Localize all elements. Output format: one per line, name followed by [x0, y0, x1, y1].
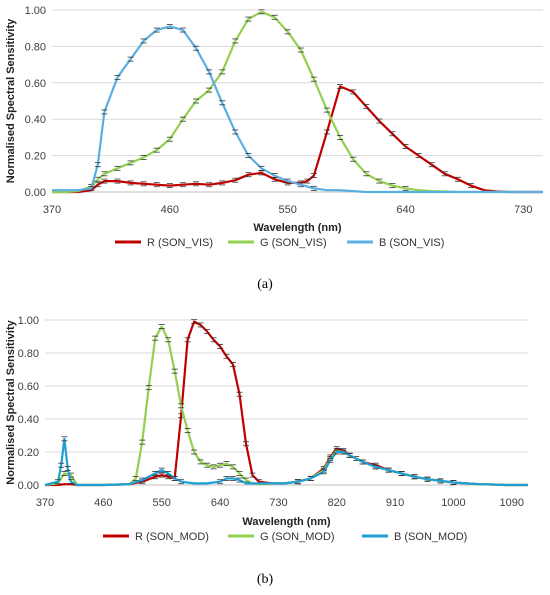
y-axis-title: Normalised Spectral Sensitivity — [5, 319, 17, 484]
y-tick-label: 0.20 — [25, 151, 46, 163]
x-tick-label: 460 — [161, 204, 179, 216]
legend-label: R (SON_MOD) — [135, 531, 209, 543]
legend-label: G (SON_MOD) — [260, 531, 335, 543]
series-line — [45, 320, 528, 487]
legend-label: G (SON_VIS) — [260, 237, 327, 249]
x-axis-title: Wavelength (nm) — [242, 516, 331, 528]
caption-b: (b) — [257, 572, 274, 587]
chart-a: 0.00 0.20 0.40 0.60 0.80 1.00 370 460 550 640 730 W… — [5, 5, 543, 249]
y-axis-title: Normalised Spectral Sensitivity — [5, 18, 17, 183]
x-tick-label: 730 — [269, 497, 287, 509]
y-tick-label: 0.80 — [18, 348, 39, 360]
series-line — [44, 325, 528, 487]
x-tick-label: 370 — [36, 497, 54, 509]
legend-label: B (SON_VIS) — [379, 237, 444, 249]
x-tick-label: 460 — [94, 497, 112, 509]
y-tick-label: 0.40 — [18, 414, 39, 426]
series-line — [44, 437, 528, 487]
x-tick-label: 640 — [211, 497, 229, 509]
y-tick-label: 0.60 — [18, 381, 39, 393]
x-tick-label: 640 — [396, 204, 414, 216]
x-tick-label: 550 — [153, 497, 171, 509]
x-tick-label: 1000 — [441, 497, 465, 509]
caption-a: (a) — [257, 277, 273, 292]
x-axis-title: Wavelength (nm) — [253, 222, 342, 234]
series-line — [52, 85, 543, 194]
chart-b: 0.00 0.20 0.40 0.60 0.80 1.00 370 460 550 640 730 8… — [5, 315, 528, 543]
x-tick-label: 820 — [328, 497, 346, 509]
x-tick-label: 370 — [43, 204, 61, 216]
legend-label: B (SON_MOD) — [394, 531, 467, 543]
y-tick-label: 0.40 — [25, 114, 46, 126]
y-tick-label: 0.00 — [18, 480, 39, 492]
x-tick-label: 1090 — [500, 497, 524, 509]
series-line — [52, 25, 543, 194]
y-tick-label: 1.00 — [18, 315, 39, 327]
legend-label: R (SON_VIS) — [147, 237, 213, 249]
y-tick-label: 0.00 — [25, 187, 46, 199]
x-tick-label: 550 — [279, 204, 297, 216]
x-tick-label: 730 — [514, 204, 532, 216]
y-tick-label: 0.60 — [25, 78, 46, 90]
y-tick-label: 1.00 — [25, 5, 46, 17]
y-tick-label: 0.20 — [18, 447, 39, 459]
series-line — [52, 10, 543, 194]
y-tick-label: 0.80 — [25, 41, 46, 53]
x-tick-label: 910 — [386, 497, 404, 509]
